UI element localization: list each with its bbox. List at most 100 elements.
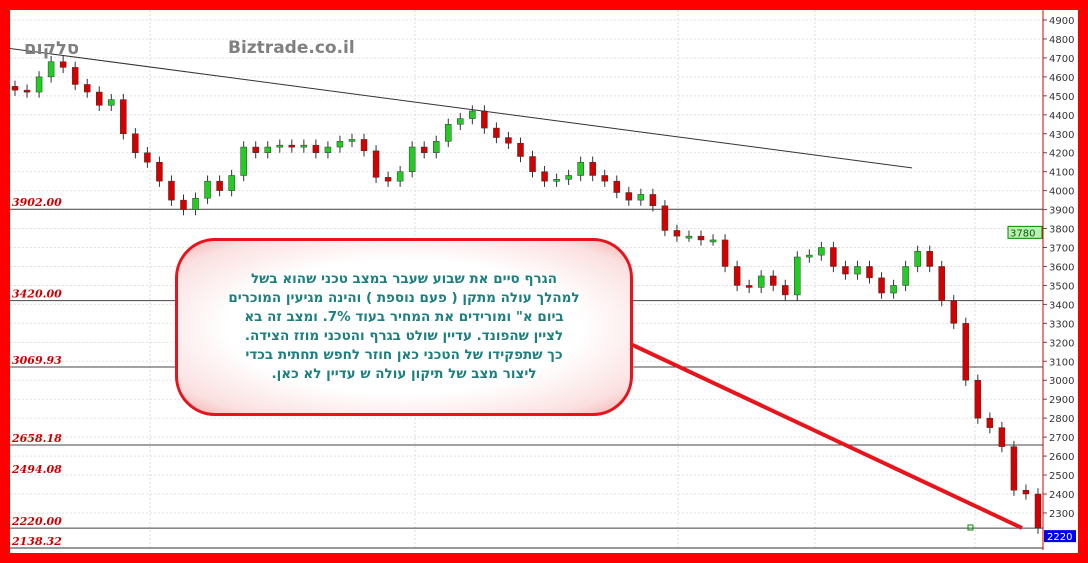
candle-body <box>890 285 897 294</box>
level-label: 3902.00 <box>12 196 62 209</box>
candle-body <box>709 239 717 243</box>
candle-body <box>83 84 91 93</box>
candle-body <box>120 99 127 135</box>
y-tick-label: 3400 <box>1049 300 1074 311</box>
candle-body <box>854 266 861 275</box>
candle-body <box>902 266 909 286</box>
candle-body <box>998 427 1006 447</box>
candle-body <box>372 150 380 178</box>
candle-body <box>35 76 43 93</box>
candle-body <box>360 139 368 152</box>
y-tick-label: 3200 <box>1049 338 1074 349</box>
candle-body <box>625 192 633 201</box>
candle-body <box>204 180 211 199</box>
candle-body <box>926 251 933 267</box>
candle-body <box>794 256 801 296</box>
candle-body <box>577 161 584 176</box>
candle-body <box>589 161 596 176</box>
y-tick-label: 4200 <box>1049 149 1074 160</box>
annotation-callout: הגרף סיים את שבוע שעבר במצב טכני שהוא בש… <box>175 238 633 416</box>
candle-body <box>23 89 31 93</box>
candle-body <box>878 277 885 294</box>
candle-body <box>842 266 849 275</box>
level-label: 2494.08 <box>11 463 62 476</box>
y-tick-label: 2300 <box>1049 509 1074 520</box>
candle-body <box>95 91 103 106</box>
candle-body <box>324 146 332 153</box>
candle-body <box>216 180 223 191</box>
candle-body <box>336 141 344 148</box>
y-tick-label: 4100 <box>1049 168 1074 179</box>
candle-body <box>180 199 187 210</box>
candle-body <box>47 61 55 78</box>
candle-body <box>914 251 921 267</box>
candle-body <box>276 144 284 148</box>
candle-body <box>938 266 945 301</box>
y-tick-label: 2900 <box>1049 395 1074 406</box>
candle-body <box>553 179 560 182</box>
chart-area: 2300 2400 2500 2600 2700 2800 2900 3000 3100 3200… <box>10 10 1078 553</box>
callout-pointer-line <box>621 338 1023 530</box>
y-tick-label: 2700 <box>1049 433 1074 444</box>
marker-value: 3780 <box>1010 228 1035 239</box>
candle-body <box>1022 489 1030 495</box>
candle-body <box>721 239 729 267</box>
candle-body <box>517 142 524 157</box>
y-tick-label: 3600 <box>1049 262 1074 273</box>
level-label: 2220.00 <box>11 515 62 528</box>
candle-body <box>312 144 320 153</box>
last-price-value: 2220 <box>1047 532 1072 543</box>
candle-body <box>782 285 789 296</box>
y-tick-label: 2600 <box>1049 452 1074 463</box>
trendline <box>10 47 913 169</box>
candle-body <box>529 156 536 172</box>
candle-body <box>300 144 308 148</box>
y-tick-label: 4500 <box>1049 92 1074 103</box>
y-tick-label: 4600 <box>1049 73 1074 84</box>
candle-body <box>637 194 645 201</box>
candle-body <box>156 161 163 182</box>
candle-body <box>252 146 259 153</box>
candle-body <box>192 197 199 210</box>
y-tick-label: 3100 <box>1049 357 1074 368</box>
candle-body <box>962 323 970 381</box>
y-tick-label: 3000 <box>1049 376 1074 387</box>
y-tick-label: 3300 <box>1049 319 1074 330</box>
candle-body <box>348 139 356 142</box>
candle-body <box>745 285 753 288</box>
candle-body <box>240 146 247 176</box>
candle-body <box>505 137 512 144</box>
candle-body <box>481 110 488 129</box>
candle-body <box>144 152 151 163</box>
y-tick-label: 4700 <box>1049 54 1074 65</box>
y-tick-label: 4800 <box>1049 35 1074 46</box>
candle-body <box>661 205 669 231</box>
candle-body <box>396 171 404 182</box>
candle-body <box>649 194 657 207</box>
candle-body <box>565 175 572 180</box>
candle-body <box>469 110 476 119</box>
candle-body <box>384 177 392 182</box>
candle-body <box>11 86 19 91</box>
level-label: 2138.32 <box>11 535 62 548</box>
y-tick-label: 2400 <box>1049 490 1074 501</box>
last-price-box <box>1044 530 1076 543</box>
candle-body <box>950 300 958 324</box>
y-tick-label: 3700 <box>1049 244 1074 255</box>
y-tick-label: 2800 <box>1049 414 1074 425</box>
y-tick-label: 4900 <box>1049 16 1074 27</box>
level-label: 3069.93 <box>12 354 62 367</box>
candle-body <box>420 146 428 153</box>
candle-body <box>806 254 813 258</box>
level-label: 3420.00 <box>12 288 62 301</box>
candle-body <box>59 61 67 68</box>
candle-body <box>541 171 548 182</box>
level-label: 2658.18 <box>11 432 62 445</box>
candle-body <box>986 417 994 428</box>
candle-body <box>866 266 873 279</box>
candle-body <box>71 67 79 85</box>
candle-body <box>132 133 139 153</box>
y-tick-label: 4000 <box>1049 187 1074 198</box>
candle-body <box>432 141 440 153</box>
marker-square <box>967 524 974 531</box>
